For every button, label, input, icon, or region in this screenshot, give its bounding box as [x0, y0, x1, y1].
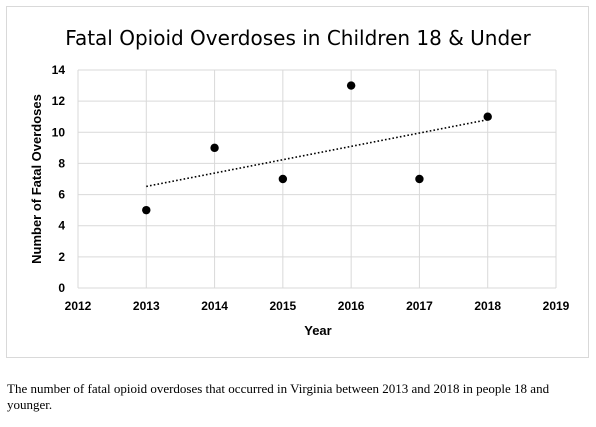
x-tick-label: 2018 — [474, 299, 501, 313]
y-tick-label: 14 — [52, 63, 66, 77]
y-tick-label: 8 — [58, 156, 65, 170]
x-tick-label: 2012 — [65, 299, 92, 313]
x-axis-label: Year — [304, 323, 331, 338]
data-point — [278, 174, 288, 184]
x-tick-label: 2017 — [406, 299, 433, 313]
x-tick-label: 2019 — [543, 299, 570, 313]
chart-frame — [6, 6, 589, 358]
data-point — [142, 205, 151, 215]
y-axis-label: Number of Fatal Overdoses — [29, 94, 44, 264]
chart-title: Fatal Opioid Overdoses in Children 18 & … — [65, 26, 531, 50]
x-tick-label: 2014 — [201, 299, 228, 313]
y-tick-label: 12 — [52, 94, 66, 108]
figure-caption: The number of fatal opioid overdoses tha… — [7, 381, 550, 412]
data-point — [210, 143, 219, 153]
y-tick-label: 4 — [58, 219, 65, 233]
x-tick-labels: 2012 2013 2014 2015 2016 2017 2018 2019 — [65, 299, 570, 313]
y-tick-label: 10 — [52, 125, 66, 139]
y-tick-label: 6 — [58, 188, 65, 202]
trendline — [146, 118, 488, 188]
data-point — [415, 174, 424, 184]
y-tick-labels: 0 2 4 6 8 10 12 14 — [52, 63, 66, 295]
x-tick-label: 2015 — [270, 299, 297, 313]
data-points — [142, 81, 492, 215]
data-point — [483, 112, 492, 121]
y-tick-label: 0 — [58, 281, 65, 295]
grid-lines — [77, 69, 557, 289]
x-tick-label: 2016 — [338, 299, 365, 313]
y-tick-label: 2 — [58, 250, 65, 264]
x-tick-label: 2013 — [133, 299, 160, 313]
trendline-path — [146, 118, 488, 188]
data-point — [346, 81, 356, 90]
scatter-chart: Fatal Opioid Overdoses in Children 18 & … — [29, 26, 570, 338]
